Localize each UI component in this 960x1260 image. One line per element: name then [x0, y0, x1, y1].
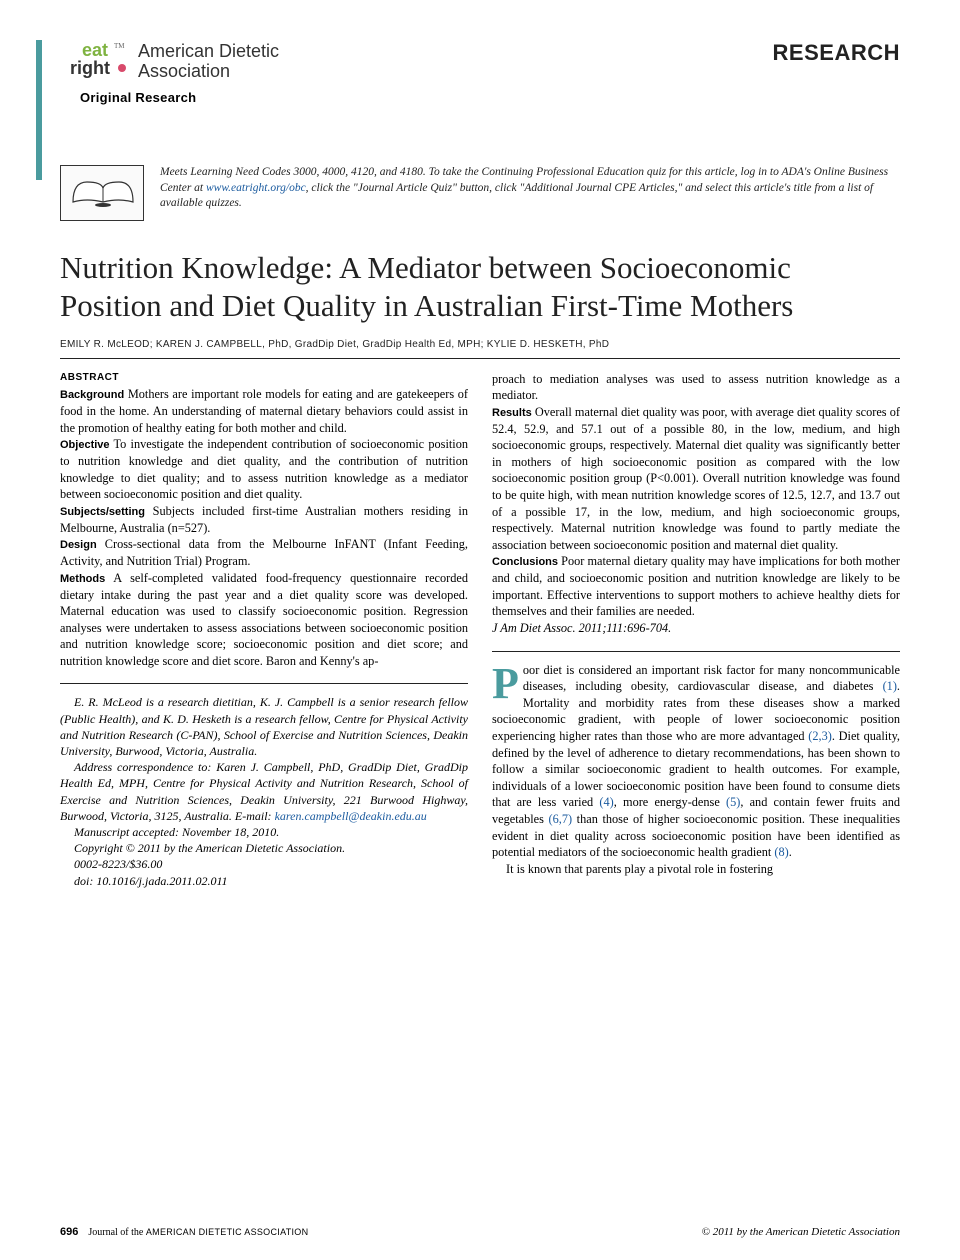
accent-bar: [36, 40, 42, 180]
journal-caps: AMERICAN DIETETIC ASSOCIATION: [146, 1227, 309, 1237]
assoc-line-2: Association: [138, 62, 279, 82]
affil-p1: E. R. McLeod is a research dietitian, K.…: [60, 694, 468, 759]
logo-block: eat TM right American Dietetic Associati…: [70, 40, 279, 105]
cpe-link[interactable]: www.eatright.org/obc: [206, 182, 306, 194]
body-rule: [492, 651, 900, 652]
corresponding-email[interactable]: karen.campbell@deakin.edu.au: [275, 809, 427, 823]
association-name: American Dietetic Association: [138, 42, 279, 82]
background-label: Background: [60, 389, 124, 401]
logo-dot: [118, 64, 126, 72]
affil-p4: Copyright © 2011 by the American Dieteti…: [60, 840, 468, 856]
body-p2: It is known that parents play a pivotal …: [492, 861, 900, 878]
ref-2-3[interactable]: (2,3): [808, 729, 832, 743]
footer-left: 696 Journal of the AMERICAN DIETETIC ASS…: [60, 1226, 308, 1238]
design-label: Design: [60, 539, 97, 551]
abstract-objective: Objective To investigate the independent…: [60, 436, 468, 503]
journal-prefix: Journal of the: [88, 1227, 146, 1238]
design-text: Cross-sectional data from the Melbourne …: [60, 537, 468, 568]
abstract-methods: Methods A self-completed validated food-…: [60, 570, 468, 670]
objective-label: Objective: [60, 439, 110, 451]
two-column-body: ABSTRACT Background Mothers are importan…: [60, 371, 900, 889]
page-number: 696: [60, 1226, 78, 1238]
ref-8[interactable]: (8): [774, 845, 788, 859]
abstract-background: Background Mothers are important role mo…: [60, 386, 468, 436]
body-p1-g: .: [789, 845, 792, 859]
subjects-label: Subjects/setting: [60, 506, 145, 518]
affiliation-rule: [60, 683, 468, 684]
methods-label: Methods: [60, 573, 105, 585]
header: eat TM right American Dietetic Associati…: [60, 40, 900, 105]
objective-text: To investigate the independent contribut…: [60, 437, 468, 501]
footer-copyright: © 2011 by the American Dietetic Associat…: [702, 1226, 900, 1238]
cpe-notice: Meets Learning Need Codes 3000, 4000, 41…: [60, 165, 900, 221]
ref-4[interactable]: (4): [599, 795, 613, 809]
assoc-line-1: American Dietetic: [138, 42, 279, 62]
affil-p5: 0002-8223/$36.00: [60, 856, 468, 872]
conclusions-label: Conclusions: [492, 556, 558, 568]
affiliation-block: E. R. McLeod is a research dietitian, K.…: [60, 694, 468, 888]
logo-right-text: right: [70, 58, 110, 79]
logo-tm: TM: [114, 42, 125, 50]
dropcap: P: [492, 662, 523, 704]
results-label: Results: [492, 407, 532, 419]
research-section-label: RESEARCH: [773, 40, 900, 66]
title-rule: [60, 358, 900, 359]
eatright-logo: eat TM right: [70, 40, 130, 84]
abstract-subjects: Subjects/setting Subjects included first…: [60, 503, 468, 536]
footer: 696 Journal of the AMERICAN DIETETIC ASS…: [60, 1226, 900, 1238]
original-research-label: Original Research: [70, 90, 279, 105]
ref-1[interactable]: (1): [883, 679, 897, 693]
affil-p6: doi: 10.1016/j.jada.2011.02.011: [60, 873, 468, 889]
body-p1-a: oor diet is considered an important risk…: [523, 663, 900, 694]
abstract-citation: J Am Diet Assoc. 2011;111:696-704.: [492, 620, 900, 637]
methods-text: A self-completed validated food-frequenc…: [60, 571, 468, 668]
body-p1-d: , more energy-dense: [614, 795, 726, 809]
right-column: proach to mediation analyses was used to…: [492, 371, 900, 889]
abstract-design: Design Cross-sectional data from the Mel…: [60, 536, 468, 569]
results-text: Overall maternal diet quality was poor, …: [492, 405, 900, 552]
body-p1: Poor diet is considered an important ris…: [492, 662, 900, 861]
abstract-heading: ABSTRACT: [60, 371, 468, 385]
journal-name: Journal of the AMERICAN DIETETIC ASSOCIA…: [88, 1227, 308, 1238]
methods-continued: proach to mediation analyses was used to…: [492, 371, 900, 404]
abstract-conclusions: Conclusions Poor maternal dietary qualit…: [492, 553, 900, 620]
left-column: ABSTRACT Background Mothers are importan…: [60, 371, 468, 889]
authors: EMILY R. McLEOD; KAREN J. CAMPBELL, PhD,…: [60, 339, 900, 350]
article-title: Nutrition Knowledge: A Mediator between …: [60, 249, 900, 325]
abstract-results: Results Overall maternal diet quality wa…: [492, 404, 900, 554]
affil-p3: Manuscript accepted: November 18, 2010.: [60, 824, 468, 840]
ref-5[interactable]: (5): [726, 795, 740, 809]
book-icon: [60, 165, 144, 221]
cpe-text: Meets Learning Need Codes 3000, 4000, 41…: [160, 165, 900, 212]
ref-6-7[interactable]: (6,7): [549, 812, 573, 826]
affil-p2: Address correspondence to: Karen J. Camp…: [60, 759, 468, 824]
